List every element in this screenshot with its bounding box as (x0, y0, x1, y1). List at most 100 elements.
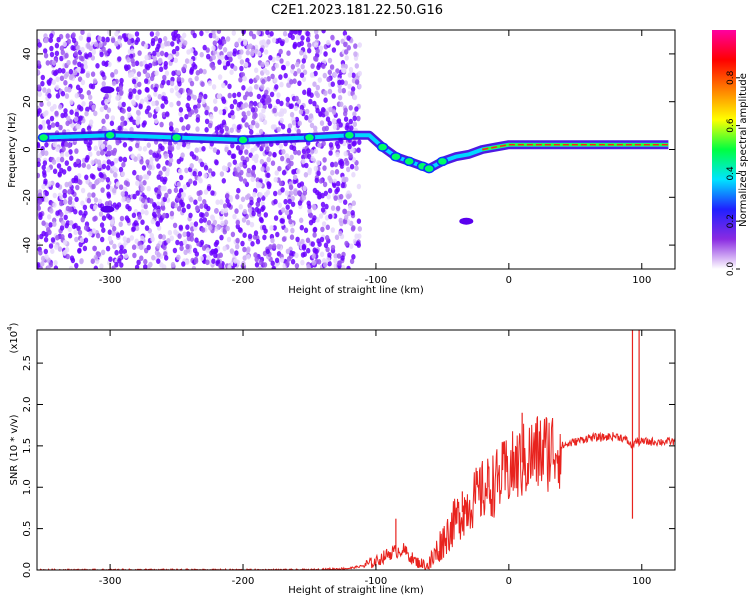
heatmap-cell (306, 148, 311, 154)
heatmap-cell (230, 109, 235, 116)
heatmap-cell (45, 60, 50, 66)
heatmap-cell (269, 91, 275, 98)
heatmap-cell (214, 159, 219, 166)
heatmap-cell (179, 116, 184, 123)
heatmap-cell (320, 107, 326, 113)
heatmap-cell (251, 164, 256, 171)
heatmap-cell (145, 72, 150, 78)
heatmap-cell (238, 176, 244, 182)
heatmap-cell (52, 192, 57, 199)
heatmap-cell (211, 84, 217, 90)
heatmap-cell (199, 239, 205, 246)
heatmap-cell (284, 153, 290, 159)
heatmap-cell (168, 121, 174, 127)
heatmap-cell (351, 200, 356, 206)
heatmap-cell (144, 225, 150, 231)
heatmap-cell (162, 212, 167, 219)
y-tick-label: 40 (22, 48, 33, 61)
heatmap-cell (299, 72, 305, 78)
heatmap-cell (185, 224, 190, 230)
heatmap-cell (130, 48, 135, 54)
heatmap-cell (59, 156, 65, 163)
heatmap-cell (56, 36, 61, 43)
heatmap-cell (179, 240, 184, 247)
heatmap-cell (97, 198, 103, 205)
heatmap-cell (80, 200, 85, 206)
heatmap-cell (64, 52, 69, 59)
heatmap-cell (126, 237, 131, 244)
heatmap-cell (172, 247, 178, 254)
heatmap-cell (162, 244, 167, 251)
heatmap-cell (354, 63, 359, 69)
x-tick-label: -100 (365, 275, 388, 286)
snr-line (37, 416, 675, 570)
heatmap-cell (111, 80, 117, 87)
heatmap-cell (59, 45, 65, 51)
heatmap-cell (328, 142, 334, 148)
heatmap-cell (63, 214, 68, 221)
heatmap-cell (97, 162, 102, 169)
heatmap-cell (93, 145, 99, 151)
heatmap-cell (177, 192, 182, 199)
heatmap-cell (42, 172, 47, 178)
heatmap-cell (160, 43, 165, 49)
heatmap-cell (92, 216, 97, 222)
heatmap-cell (338, 230, 343, 237)
heatmap-cell (63, 80, 68, 86)
heatmap-cell (182, 32, 187, 39)
heatmap-cell (343, 80, 348, 86)
heatmap-cell (96, 150, 101, 157)
heatmap-cell (74, 262, 79, 269)
heatmap-cell (315, 92, 320, 99)
heatmap-cell (244, 122, 249, 128)
heatmap-cell (268, 244, 273, 250)
heatmap-cell (335, 205, 341, 212)
heatmap-cell (167, 140, 173, 147)
heatmap-cell (44, 254, 49, 260)
heatmap-cell (351, 141, 356, 147)
heatmap-cell (326, 76, 331, 83)
heatmap-cell (224, 125, 229, 132)
heatmap-cell (335, 151, 340, 158)
heatmap-cell (170, 201, 176, 207)
heatmap-cell (312, 81, 317, 87)
heatmap-cell (316, 170, 321, 177)
heatmap-cell (328, 150, 333, 156)
heatmap-cell (219, 171, 225, 177)
heatmap-cell (294, 263, 300, 269)
heatmap-cell (276, 243, 281, 250)
heatmap-cell (69, 99, 74, 105)
heatmap-cell (164, 255, 169, 261)
heatmap-cell (76, 44, 81, 51)
heatmap-cell (89, 203, 95, 210)
heatmap-cell (123, 253, 129, 259)
heatmap-cell (282, 30, 288, 37)
heatmap-cell (55, 234, 60, 241)
heatmap-cell (136, 71, 142, 77)
snr-y-scale-label: (x104) (6, 322, 20, 353)
heatmap-cell (311, 253, 316, 259)
heatmap-cell (77, 76, 83, 82)
heatmap-cell (273, 198, 278, 205)
heatmap-cell (162, 185, 167, 192)
heatmap-cell (152, 152, 157, 158)
heatmap-cell (218, 263, 223, 269)
heatmap-cell (340, 264, 346, 269)
heatmap-cell (134, 60, 140, 67)
heatmap-cell (71, 37, 77, 44)
heatmap-cell (112, 172, 118, 178)
heatmap-cell (278, 74, 283, 80)
heatmap-cell (86, 197, 92, 204)
heatmap-cell (348, 66, 354, 73)
heatmap-cell (202, 199, 207, 205)
heatmap-cell (330, 161, 335, 168)
heatmap-cell (295, 236, 300, 243)
heatmap-cell (290, 34, 295, 41)
heatmap-cell (349, 163, 355, 170)
heatmap-cell (222, 203, 228, 209)
heatmap-cell (73, 116, 79, 122)
heatmap-cell (40, 261, 45, 267)
heatmap-cell (287, 123, 293, 129)
heatmap-cell (274, 257, 280, 264)
